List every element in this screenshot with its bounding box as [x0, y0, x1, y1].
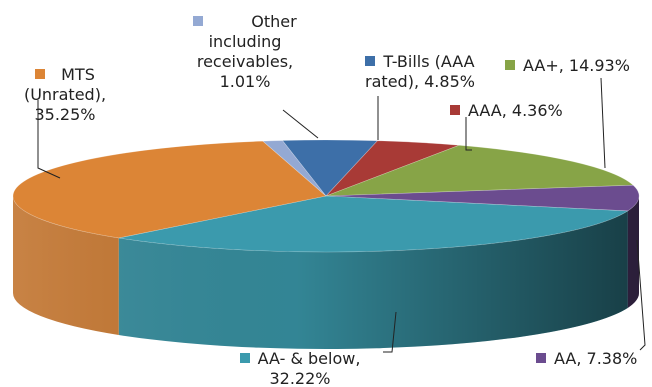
- leader-lines: [37, 77, 646, 353]
- slice-label-aaplus: AA+, 14.93%: [505, 56, 650, 76]
- leader-line: [636, 239, 646, 351]
- pie-slice-aaa: [325, 140, 460, 197]
- pie-slice-aaminus: [118, 195, 629, 253]
- legend-swatch-tbills: [365, 56, 376, 66]
- legend-swatch-aaminus: [239, 353, 250, 363]
- leader-line: [465, 117, 472, 151]
- legend-swatch-mts: [35, 69, 46, 79]
- leader-line: [600, 77, 606, 169]
- legend-swatch-other: [193, 16, 204, 26]
- slice-label-mts: MTS (Unrated), 35.25%: [23, 65, 107, 124]
- leader-line: [282, 109, 319, 139]
- legend-swatch-aaa: [450, 105, 460, 115]
- pie-side-layer: [13, 196, 639, 349]
- slice-label-aa: AA, 7.38%: [536, 349, 650, 369]
- legend-swatch-aaplus: [505, 60, 515, 70]
- slice-label-other: Other including receivables, 1.01%: [145, 12, 345, 92]
- pie-side-shade-aaminus: [118, 210, 628, 349]
- leader-line: [37, 100, 61, 179]
- pie-side-shade-mts: [13, 196, 119, 335]
- slice-label-tbills: T-Bills (AAA rated), 4.85%: [365, 52, 475, 91]
- pie-top-layer: [12, 139, 640, 253]
- legend-swatch-aa: [536, 353, 546, 363]
- pie-slice-aaplus: [325, 145, 634, 197]
- leader-line: [383, 311, 397, 353]
- pie-slice-mts: [12, 140, 327, 239]
- pie-side-shade-aa: [627, 196, 639, 308]
- pie-slice-aa: [325, 184, 640, 212]
- pie-slice-other: [262, 140, 327, 197]
- slice-label-aaa: AAA, 4.36%: [450, 101, 590, 121]
- slice-label-aaminus: AA- & below, 32.22%: [225, 349, 375, 387]
- pie-slice-tbills: [281, 139, 379, 197]
